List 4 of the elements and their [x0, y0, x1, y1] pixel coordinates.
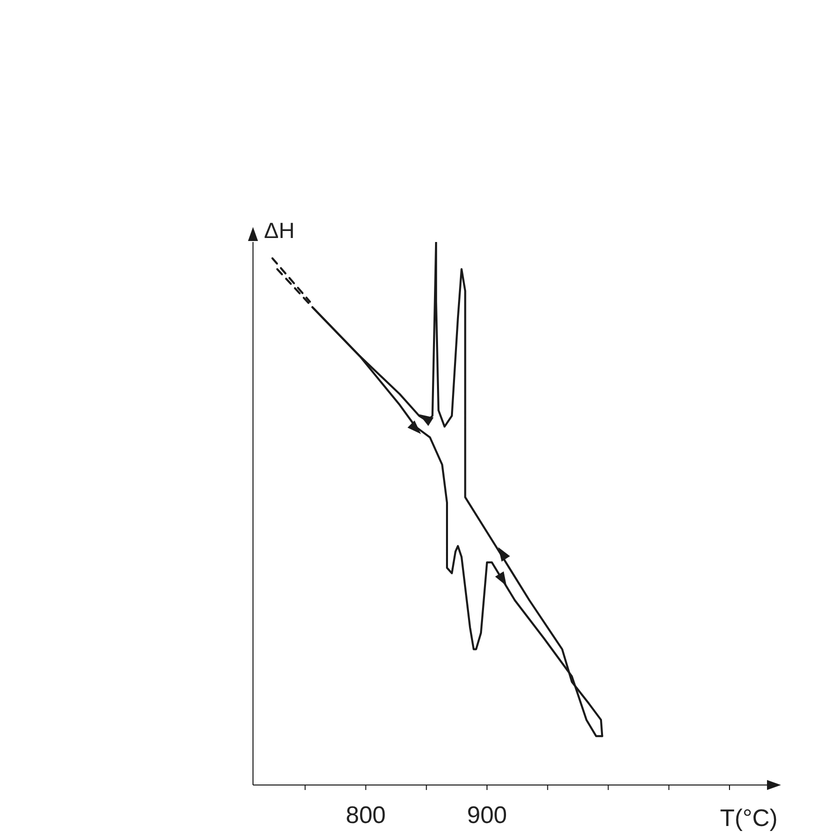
x-axis-title: T(°C) — [720, 805, 778, 833]
x-tick-label: 900 — [466, 802, 508, 830]
y-axis-title: ΔH — [264, 218, 295, 244]
x-tick-label: 800 — [346, 802, 386, 830]
